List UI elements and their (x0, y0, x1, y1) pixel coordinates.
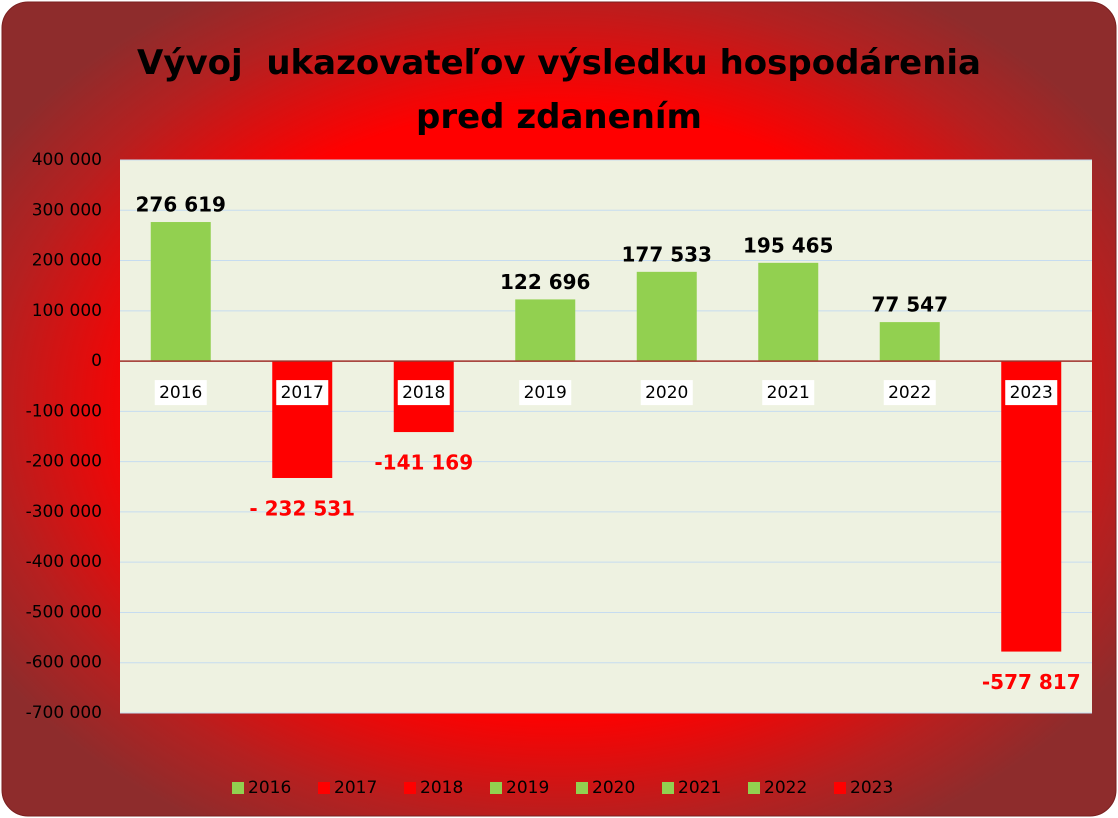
data-label: -577 817 (982, 670, 1081, 694)
legend-label: 2016 (248, 778, 291, 798)
data-label: 77 547 (871, 293, 948, 317)
y-tick-label: -300 000 (26, 502, 102, 522)
x-tick-label: 2019 (524, 383, 567, 403)
legend-label: 2018 (420, 778, 463, 798)
legend-label: 2017 (334, 778, 377, 798)
bar (636, 271, 697, 362)
x-tick-label: 2016 (159, 383, 202, 403)
legend-swatch (834, 782, 846, 794)
y-tick-label: 300 000 (32, 200, 102, 220)
y-tick-label: -200 000 (26, 452, 102, 472)
x-tick-label-background (1005, 380, 1058, 406)
y-tick-label: -700 000 (26, 703, 102, 723)
legend-swatch (232, 782, 244, 794)
y-tick-label: -100 000 (26, 401, 102, 421)
x-tick-label: 2021 (767, 383, 810, 403)
legend-label: 2020 (592, 778, 635, 798)
bar (150, 222, 211, 362)
y-tick-label: -400 000 (26, 552, 102, 572)
x-tick-label-background (883, 380, 936, 406)
legend-label: 2019 (506, 778, 549, 798)
x-tick-label: 2022 (888, 383, 931, 403)
y-tick-label: -500 000 (26, 602, 102, 622)
data-label: -141 169 (374, 451, 473, 475)
legend-label: 2021 (678, 778, 721, 798)
y-tick-label: 400 000 (32, 150, 102, 170)
x-tick-label: 2023 (1010, 383, 1053, 403)
data-label: 276 619 (136, 193, 226, 217)
y-tick-label: 200 000 (32, 251, 102, 271)
y-tick-label: 0 (91, 351, 102, 371)
data-label: 195 465 (743, 233, 833, 257)
bar (515, 299, 576, 362)
y-tick-label: 100 000 (32, 301, 102, 321)
x-tick-label-background (154, 380, 207, 406)
chart-title: Vývoj ukazovateľov výsledku hospodárenia… (137, 43, 993, 137)
bar (1001, 361, 1062, 652)
bar (272, 361, 333, 478)
x-tick-label-background (397, 380, 450, 406)
legend-label: 2022 (764, 778, 807, 798)
data-label: - 232 531 (249, 496, 355, 520)
x-tick-label: 2017 (281, 383, 324, 403)
bar (879, 322, 940, 362)
legend-swatch (662, 782, 674, 794)
data-label: 122 696 (500, 270, 590, 294)
legend-swatch (318, 782, 330, 794)
x-tick-label-background (640, 380, 693, 406)
x-tick-label-background (276, 380, 329, 406)
plot-area (120, 160, 1092, 713)
data-label: 177 533 (622, 242, 712, 266)
legend-swatch (748, 782, 760, 794)
x-tick-label-background (519, 380, 572, 406)
legend-swatch (404, 782, 416, 794)
legend-label: 2023 (850, 778, 893, 798)
bar (758, 262, 819, 362)
legend-swatch (490, 782, 502, 794)
x-tick-label: 2020 (645, 383, 688, 403)
legend-swatch (576, 782, 588, 794)
y-tick-label: -600 000 (26, 653, 102, 673)
x-tick-label-background (762, 380, 815, 406)
x-tick-label: 2018 (402, 383, 445, 403)
